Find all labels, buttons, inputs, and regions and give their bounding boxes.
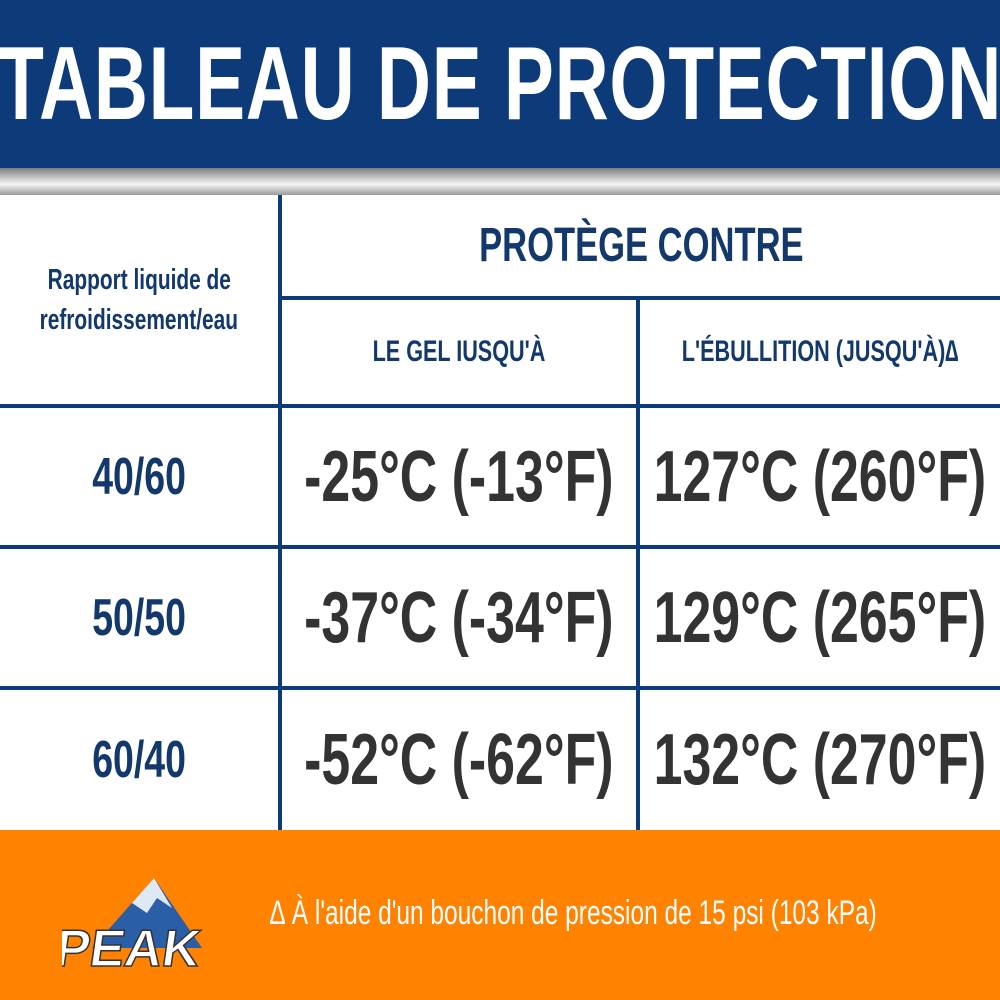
- ratio-cell: 50/50: [0, 549, 278, 686]
- divider: [636, 300, 640, 830]
- column-header-text: L'ÉBULLITION (JUSQU'À)∆: [681, 335, 959, 368]
- page-title: TABLEAU DE PROTECTION: [0, 25, 1000, 142]
- group-header-text: PROTÈGE CONTRE: [478, 219, 804, 272]
- boil-cell-text: 129°C (265°F): [653, 577, 987, 658]
- column-header-freeze: LE GEL IUSQU'À: [282, 300, 636, 404]
- ratio-header-line: Rapport liquide de: [47, 263, 231, 296]
- boil-cell-text: 132°C (270°F): [653, 720, 987, 800]
- freeze-cell-text: -25°C (-13°F): [304, 436, 614, 517]
- group-header: PROTÈGE CONTRE: [282, 195, 1000, 296]
- silver-divider: [0, 168, 1000, 195]
- footer: PEAK ∆ À l'aide d'un bouchon de pression…: [0, 830, 1000, 1000]
- ratio-header: Rapport liquide de refroidissement/eau: [0, 195, 278, 404]
- ratio-cell: 60/40: [0, 690, 278, 830]
- svg-text:PEAK: PEAK: [62, 920, 204, 978]
- ratio-cell: 40/60: [0, 408, 278, 545]
- freeze-cell: -52°C (-62°F): [282, 690, 636, 830]
- ratio-cell-text: 40/60: [92, 447, 186, 506]
- freeze-cell-text: -37°C (-34°F): [304, 577, 614, 658]
- divider: [0, 686, 1000, 690]
- title-banner: TABLEAU DE PROTECTION: [0, 0, 1000, 168]
- footnote: ∆ À l'aide d'un bouchon de pression de 1…: [270, 888, 990, 938]
- boil-cell-text: 127°C (260°F): [653, 436, 987, 517]
- divider: [0, 545, 1000, 549]
- freeze-cell: -37°C (-34°F): [282, 549, 636, 686]
- ratio-cell-text: 50/50: [92, 588, 186, 647]
- ratio-header-line: refroidissement/eau: [39, 303, 239, 336]
- peak-logo: PEAK: [51, 868, 232, 979]
- boil-cell: 127°C (260°F): [640, 408, 1000, 545]
- freeze-cell: -25°C (-13°F): [282, 408, 636, 545]
- boil-cell: 132°C (270°F): [640, 690, 1000, 830]
- footnote-text: ∆ À l'aide d'un bouchon de pression de 1…: [270, 893, 877, 932]
- divider: [282, 296, 1000, 300]
- divider: [278, 195, 282, 830]
- column-header-text: LE GEL IUSQU'À: [372, 335, 546, 368]
- column-header-boil: L'ÉBULLITION (JUSQU'À)∆: [640, 300, 1000, 404]
- boil-cell: 129°C (265°F): [640, 549, 1000, 686]
- divider: [0, 404, 1000, 408]
- ratio-cell-text: 60/40: [92, 731, 186, 789]
- freeze-cell-text: -52°C (-62°F): [304, 720, 614, 800]
